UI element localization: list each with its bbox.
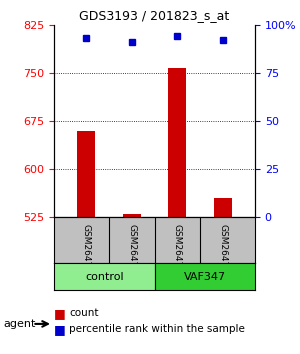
Text: percentile rank within the sample: percentile rank within the sample [69, 324, 245, 334]
Text: ■: ■ [54, 307, 66, 320]
Title: GDS3193 / 201823_s_at: GDS3193 / 201823_s_at [80, 9, 230, 22]
Bar [214, 198, 232, 217]
Text: agent: agent [3, 319, 35, 329]
Text: GSM264756: GSM264756 [127, 224, 136, 279]
Bar [168, 68, 187, 217]
Text: control: control [85, 272, 124, 282]
Text: count: count [69, 308, 98, 318]
Bar [54, 263, 154, 290]
Bar [154, 263, 255, 290]
Text: GSM264758: GSM264758 [218, 224, 227, 279]
Text: ■: ■ [54, 323, 66, 336]
Text: VAF347: VAF347 [184, 272, 226, 282]
Bar [77, 131, 95, 217]
Text: GSM264755: GSM264755 [82, 224, 91, 279]
Bar [122, 214, 141, 217]
Text: GSM264757: GSM264757 [173, 224, 182, 279]
